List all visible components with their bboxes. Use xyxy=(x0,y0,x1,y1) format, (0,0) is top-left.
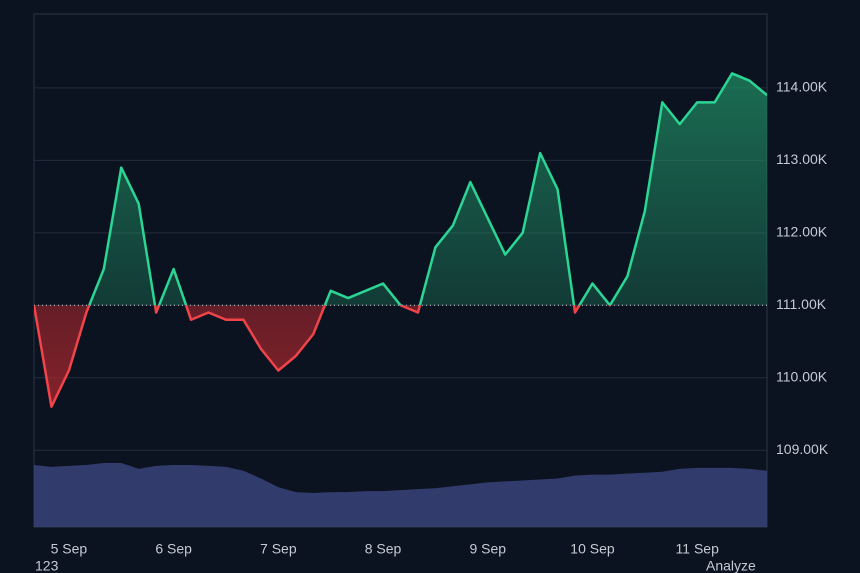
y-tick-label: 114.00K xyxy=(776,79,828,95)
line-up xyxy=(34,72,767,306)
area-up xyxy=(89,73,767,306)
volume-area xyxy=(34,463,767,527)
x-tick-label: 7 Sep xyxy=(260,541,297,557)
y-tick-label: 109.00K xyxy=(776,441,829,457)
x-tick-label: 6 Sep xyxy=(155,541,192,557)
x-tick-label: 10 Sep xyxy=(570,541,615,557)
x-tick-label: 8 Sep xyxy=(365,541,402,557)
y-tick-label: 111.00K xyxy=(776,296,827,312)
footer-right: Analyze xyxy=(706,558,756,573)
y-tick-label: 112.00K xyxy=(776,224,828,240)
x-tick-label: 5 Sep xyxy=(51,541,88,557)
y-tick-label: 110.00K xyxy=(776,368,828,384)
x-tick-label: 9 Sep xyxy=(469,541,506,557)
footer-left: 123 xyxy=(35,558,59,573)
y-tick-label: 113.00K xyxy=(776,151,828,167)
line-down xyxy=(34,305,612,408)
x-tick-label: 11 Sep xyxy=(676,541,720,557)
